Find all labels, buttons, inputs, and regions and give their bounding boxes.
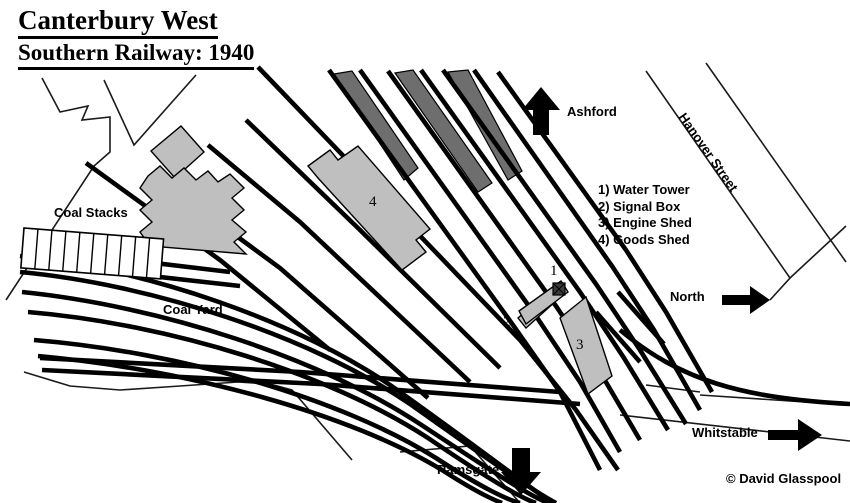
building-small-left: [149, 125, 205, 179]
coal-stacks-grid: [20, 227, 165, 280]
track-lower-2: [41, 367, 581, 407]
track-curve-5: [33, 337, 521, 503]
track-stub-right: [594, 310, 642, 364]
track-yard-3: [244, 118, 502, 370]
track-upper-2: [358, 68, 622, 454]
title-block: Canterbury West Southern Railway: 1940: [18, 5, 255, 70]
legend: 1) Water Tower 2) Signal Box 3) Engine S…: [598, 182, 692, 248]
label-ashford: Ashford: [567, 104, 617, 119]
track-yard-5: [84, 161, 332, 352]
label-whitstable: Whitstable: [692, 425, 758, 440]
label-ramsgate: Ramsgate: [437, 462, 500, 477]
track-lower-1: [39, 355, 561, 395]
legend-item-goods-shed: 4) Goods Shed: [598, 231, 690, 247]
platform-2: [393, 69, 493, 193]
track-curve-6: [37, 353, 503, 503]
building-station-left: [138, 165, 248, 255]
track-whitstable-curve: [618, 328, 850, 407]
goods-shed: [306, 145, 432, 271]
track-upper-7: [496, 70, 714, 394]
engine-shed: [559, 295, 613, 396]
building-number-engine-shed: 3: [576, 337, 584, 353]
label-north: North: [670, 289, 705, 304]
arrow-right-icon-north: [722, 286, 770, 314]
legend-item-water-tower: 1) Water Tower: [598, 182, 690, 197]
legend-item-engine-shed: 3) Engine Shed: [598, 215, 692, 230]
track-upper-4: [419, 68, 670, 432]
railway-tracks: [19, 65, 850, 503]
page-title: Canterbury West: [18, 5, 218, 40]
direction-arrows: [501, 87, 822, 495]
copyright-credit: © David Glasspool: [726, 471, 842, 486]
track-curve-4: [27, 309, 537, 503]
buildings: [138, 125, 613, 396]
label-coal-yard: Coal Yard: [163, 302, 223, 317]
track-yard-2: [206, 143, 472, 384]
building-number-water-tower: 1: [550, 263, 558, 279]
page-subtitle: Southern Railway: 1940: [18, 40, 255, 70]
arrow-right-icon-whitstable: [768, 419, 822, 451]
building-number-signal-box: 2: [503, 314, 511, 330]
track-upper-5: [441, 68, 688, 426]
label-coal-stacks: Coal Stacks: [54, 205, 128, 220]
arrow-down-icon: [501, 448, 541, 495]
building-number-goods-shed: 4: [369, 194, 377, 210]
water-tower: [552, 282, 566, 296]
arrow-up-icon: [522, 87, 560, 135]
legend-item-signal-box: 2) Signal Box: [598, 198, 681, 214]
track-stub-right-2: [616, 290, 666, 346]
